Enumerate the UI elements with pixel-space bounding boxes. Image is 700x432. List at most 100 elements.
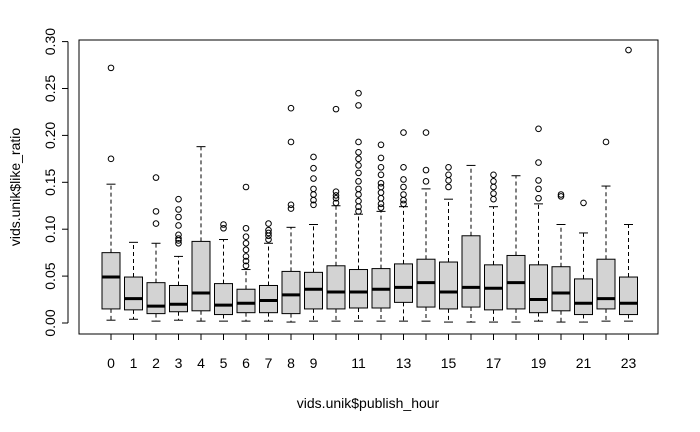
outlier-point — [175, 222, 182, 229]
iqr-box — [349, 269, 368, 309]
outlier-point — [287, 205, 295, 212]
outlier-point — [490, 178, 497, 185]
iqr-box — [619, 276, 638, 316]
outlier-point — [490, 183, 497, 191]
outlier-point — [400, 200, 407, 208]
outlier-point — [377, 163, 385, 171]
outlier-point — [602, 138, 610, 146]
x-axis-title: vids.unik$publish_hour — [297, 395, 440, 411]
box-hour-7 — [259, 220, 278, 322]
box-series — [101, 46, 638, 323]
outlier-point — [175, 239, 182, 247]
outlier-point — [557, 191, 565, 198]
outlier-point — [175, 213, 182, 221]
outlier-point — [377, 204, 385, 211]
outlier-point — [332, 192, 340, 199]
outlier-point — [310, 185, 317, 193]
outlier-point — [355, 178, 362, 185]
box-hour-18 — [506, 175, 526, 323]
outlier-point — [377, 194, 385, 202]
outlier-point — [535, 177, 542, 184]
outlier-point — [107, 64, 115, 72]
iqr-box — [551, 266, 571, 312]
y-tick-label: 0.20 — [42, 122, 58, 149]
outlier-point — [535, 194, 542, 202]
x-tick-label: 9 — [310, 355, 318, 371]
x-tick-label: 11 — [351, 355, 366, 371]
box-hour-8 — [281, 104, 301, 323]
outlier-point — [175, 231, 182, 239]
outlier-point — [625, 46, 632, 54]
x-tick-label: 8 — [287, 355, 295, 371]
iqr-box — [394, 263, 413, 303]
outlier-point — [310, 191, 317, 198]
outlier-point — [445, 171, 452, 179]
box-hour-12 — [371, 141, 391, 322]
box-hour-15 — [439, 163, 458, 323]
outlier-point — [535, 159, 542, 166]
iqr-box — [169, 284, 188, 313]
box-hour-6 — [236, 183, 256, 322]
box-hour-13 — [394, 129, 413, 322]
outlier-point — [422, 178, 430, 185]
y-tick-label: 0.15 — [42, 168, 58, 195]
y-tick-label: 0.25 — [42, 75, 58, 102]
box-hour-14 — [416, 129, 436, 322]
x-tick-label: 19 — [531, 355, 547, 371]
outlier-point — [400, 129, 407, 136]
box-hour-1 — [124, 241, 143, 320]
outlier-point — [355, 191, 362, 198]
outlier-point — [220, 221, 227, 228]
box-hour-17 — [484, 171, 503, 323]
box-hour-19 — [529, 125, 548, 322]
outlier-point — [400, 191, 407, 198]
outlier-point — [377, 171, 385, 179]
x-tick-label: 2 — [152, 355, 160, 371]
outlier-point — [355, 169, 362, 177]
outlier-point — [377, 179, 385, 187]
iqr-box — [191, 240, 211, 312]
x-tick-label: 13 — [396, 355, 412, 371]
outlier-point — [242, 183, 250, 191]
outlier-point — [355, 138, 362, 146]
outlier-point — [355, 162, 362, 169]
outlier-point — [377, 183, 385, 191]
outlier-point — [490, 171, 497, 179]
iqr-box — [326, 265, 346, 310]
outlier-point — [355, 148, 362, 156]
outlier-point — [175, 235, 182, 242]
outlier-point — [242, 246, 250, 254]
box-hour-4 — [191, 146, 211, 322]
y-axis: 0.00 0.05 0.10 0.15 0.20 0.25 0.30 — [42, 28, 69, 337]
outlier-point — [242, 257, 250, 265]
x-tick-label: 6 — [242, 355, 250, 371]
iqr-box — [236, 288, 256, 314]
outlier-point — [152, 174, 160, 181]
iqr-box — [124, 276, 143, 311]
x-tick-label: 7 — [265, 355, 273, 371]
outlier-point — [310, 164, 317, 172]
y-axis-title: vids.unik$like_ratio — [7, 128, 23, 246]
outlier-point — [265, 226, 272, 234]
iqr-box — [281, 270, 301, 315]
iqr-box — [574, 278, 593, 316]
box-hour-5 — [214, 221, 233, 322]
outlier-point — [422, 129, 430, 136]
iqr-box — [101, 252, 121, 310]
outlier-point — [355, 197, 362, 205]
outlier-point — [580, 199, 587, 207]
box-hour-3 — [169, 195, 188, 321]
outlier-point — [445, 177, 452, 184]
y-tick-label: 0.10 — [42, 215, 58, 242]
outlier-point — [242, 239, 250, 247]
outlier-point — [242, 224, 250, 232]
outlier-point — [332, 105, 340, 113]
outlier-point — [310, 201, 317, 209]
box-hour-0 — [101, 64, 121, 321]
outlier-point — [242, 262, 250, 270]
outlier-point — [422, 166, 430, 174]
iqr-box — [529, 264, 548, 314]
plot-area-frame — [78, 39, 659, 335]
outlier-point — [355, 89, 362, 97]
y-tick-label: 0.00 — [42, 309, 58, 336]
